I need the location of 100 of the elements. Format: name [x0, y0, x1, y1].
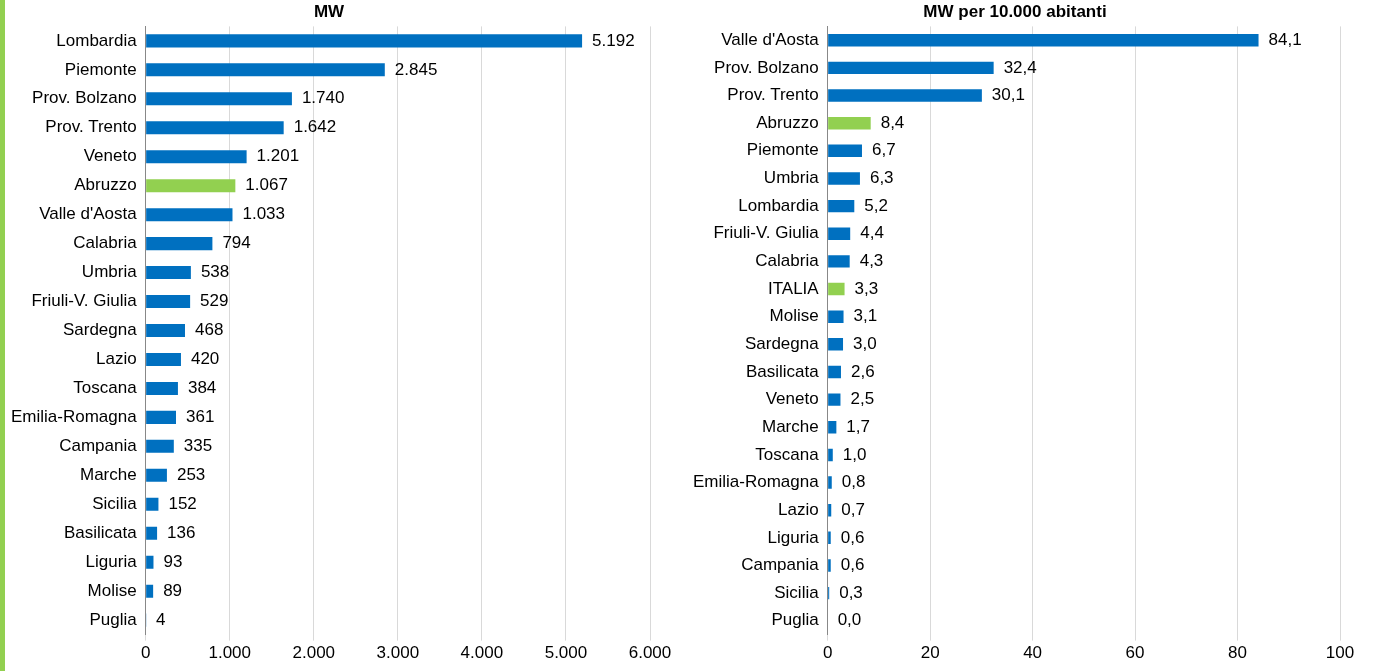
bar — [828, 310, 844, 323]
y-tick-label: Valle d'Aosta — [39, 204, 138, 224]
y-tick-label: Abruzzo — [756, 112, 819, 132]
data-label: 0,7 — [841, 499, 865, 519]
x-tick-label: 4.000 — [460, 643, 504, 663]
data-label: 93 — [163, 551, 183, 571]
data-label: 30,1 — [991, 85, 1025, 105]
data-label: 5.192 — [592, 30, 635, 50]
y-tick-label: Emilia-Romagna — [692, 472, 820, 492]
y-tick-label: Toscana — [755, 444, 820, 464]
y-tick-label: Abruzzo — [74, 175, 137, 195]
y-tick-label: Sardegna — [62, 320, 138, 340]
y-tick-label: Lazio — [96, 349, 137, 369]
bar — [828, 531, 831, 545]
data-label: 3,1 — [853, 306, 878, 326]
x-tick-label: 40 — [1023, 643, 1043, 663]
data-label: 1.201 — [256, 146, 300, 166]
x-tick-label: 100 — [1325, 643, 1355, 663]
bar — [828, 116, 871, 130]
y-tick-label: Piemonte — [746, 140, 819, 160]
data-label: 0,6 — [840, 527, 865, 547]
y-tick-label: Umbria — [763, 168, 820, 188]
data-label: 2.845 — [394, 59, 438, 79]
y-tick-label: Sicilia — [774, 582, 820, 602]
data-label: 4 — [155, 609, 166, 629]
x-tick-label: 1.000 — [208, 643, 251, 663]
y-tick-label: ITALIA — [767, 278, 820, 298]
data-label: 152 — [168, 493, 197, 513]
y-tick-label: Prov. Trento — [45, 117, 137, 137]
data-label: 1,0 — [842, 444, 867, 464]
data-label: 3,0 — [853, 334, 877, 354]
bar — [146, 92, 292, 106]
y-tick-label: Veneto — [83, 146, 137, 166]
bar — [146, 208, 233, 222]
data-label: 0,0 — [837, 610, 862, 630]
data-label: 1.642 — [293, 117, 337, 137]
x-tick-label: 6.000 — [628, 643, 672, 663]
data-label: 1.067 — [245, 175, 288, 195]
data-label: 0,8 — [841, 472, 866, 492]
y-tick-label: Basilicata — [745, 361, 820, 381]
bar — [146, 150, 247, 164]
x-tick-label: 5.000 — [544, 643, 588, 663]
chart-title: MW — [313, 1, 346, 21]
bar — [828, 255, 850, 268]
y-tick-label: Umbria — [81, 262, 138, 282]
y-tick-label: Toscana — [73, 378, 138, 398]
bar — [146, 410, 176, 424]
bar — [146, 584, 154, 598]
bar — [828, 34, 1259, 47]
data-label: 8,4 — [880, 112, 905, 132]
data-label: 6,3 — [869, 168, 894, 188]
bar — [828, 144, 862, 158]
y-tick-label: Valle d'Aosta — [721, 29, 820, 49]
bar — [828, 282, 845, 296]
bar — [828, 448, 833, 462]
bar — [146, 237, 213, 251]
bar — [828, 89, 982, 102]
data-label: 1.033 — [242, 204, 286, 224]
bar — [146, 497, 159, 511]
data-label: 361 — [186, 407, 215, 427]
y-tick-label: Sardegna — [744, 334, 820, 354]
y-tick-label: Molise — [769, 306, 819, 326]
data-label: 89 — [163, 580, 183, 600]
bar — [828, 365, 841, 379]
y-tick-label: Friuli-V. Giulia — [31, 291, 138, 311]
data-label: 5,2 — [864, 195, 888, 215]
x-tick-label: 60 — [1125, 643, 1145, 663]
y-tick-label: Calabria — [755, 251, 820, 271]
y-tick-label: Calabria — [73, 233, 138, 253]
x-tick-label: 0 — [822, 643, 833, 663]
data-label: 420 — [190, 349, 220, 369]
y-tick-label: Molise — [87, 580, 137, 600]
bar — [146, 179, 236, 193]
bar — [146, 468, 167, 482]
data-label: 794 — [222, 233, 251, 253]
y-tick-label: Emilia-Romagna — [10, 407, 138, 427]
y-tick-label: Campania — [59, 436, 138, 456]
y-tick-label: Lombardia — [56, 30, 138, 50]
x-tick-label: 0 — [140, 643, 151, 663]
y-tick-label: Piemonte — [64, 59, 137, 79]
bar — [146, 381, 178, 395]
y-tick-label: Veneto — [765, 389, 819, 409]
bar — [828, 393, 841, 406]
data-label: 529 — [200, 291, 229, 311]
bar — [828, 503, 832, 517]
data-label: 468 — [195, 320, 224, 340]
chart-title: MW per 10.000 abitanti — [923, 1, 1107, 21]
y-tick-label: Puglia — [771, 610, 820, 630]
bar — [146, 295, 191, 309]
y-tick-label: Basilicata — [63, 522, 138, 542]
y-tick-label: Puglia — [89, 609, 138, 629]
data-label: 136 — [167, 522, 196, 542]
y-tick-label: Friuli-V. Giulia — [713, 223, 820, 243]
bar — [146, 439, 174, 453]
x-tick-label: 2.000 — [292, 643, 336, 663]
y-tick-label: Prov. Bolzano — [32, 88, 137, 108]
bar — [146, 34, 583, 48]
y-tick-label: Liguria — [767, 527, 820, 547]
bar — [146, 352, 181, 366]
y-tick-label: Marche — [761, 416, 819, 436]
